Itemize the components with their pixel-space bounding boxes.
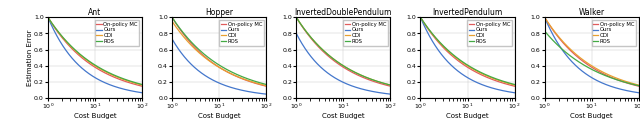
Title: InvertedDoublePendulum: InvertedDoublePendulum — [294, 8, 392, 17]
X-axis label: Cost Budget: Cost Budget — [446, 113, 489, 119]
Title: Ant: Ant — [88, 8, 102, 17]
X-axis label: Cost Budget: Cost Budget — [570, 113, 613, 119]
Y-axis label: Estimation Error: Estimation Error — [27, 29, 33, 86]
Legend: On-policy MC, Ours, ODI, ROS: On-policy MC, Ours, ODI, ROS — [95, 20, 140, 46]
Legend: On-policy MC, Ours, ODI, ROS: On-policy MC, Ours, ODI, ROS — [591, 20, 636, 46]
X-axis label: Cost Budget: Cost Budget — [198, 113, 241, 119]
Legend: On-policy MC, Ours, ODI, ROS: On-policy MC, Ours, ODI, ROS — [343, 20, 388, 46]
X-axis label: Cost Budget: Cost Budget — [74, 113, 116, 119]
Legend: On-policy MC, Ours, ODI, ROS: On-policy MC, Ours, ODI, ROS — [467, 20, 512, 46]
Legend: On-policy MC, Ours, ODI, ROS: On-policy MC, Ours, ODI, ROS — [219, 20, 264, 46]
Title: Hopper: Hopper — [205, 8, 233, 17]
X-axis label: Cost Budget: Cost Budget — [322, 113, 365, 119]
Title: Walker: Walker — [579, 8, 605, 17]
Title: InvertedPendulum: InvertedPendulum — [433, 8, 502, 17]
